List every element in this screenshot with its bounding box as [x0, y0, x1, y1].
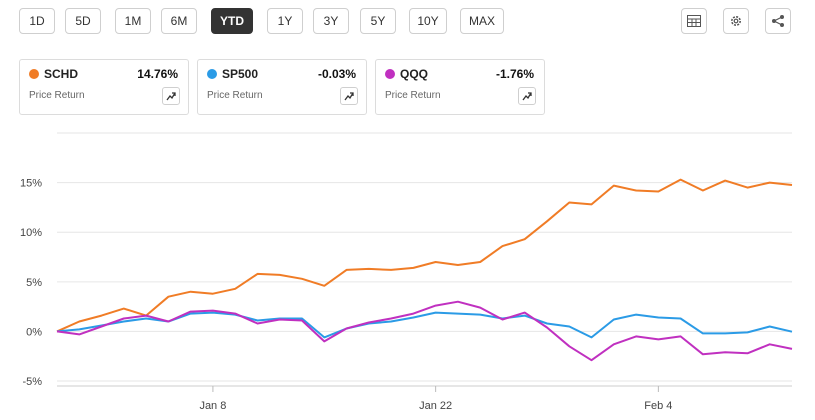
- legend-dot: [207, 69, 217, 79]
- range-button-6m[interactable]: 6M: [161, 8, 197, 34]
- series-line-sp500: [56, 311, 793, 339]
- share-button[interactable]: [765, 8, 791, 34]
- legend-subtitle: Price Return: [385, 90, 441, 101]
- legend-value: -1.76%: [495, 67, 534, 81]
- trend-button[interactable]: [162, 87, 180, 105]
- table-view-button[interactable]: [681, 8, 707, 34]
- y-tick-label: 15%: [20, 178, 42, 190]
- trend-arrow-icon: [166, 92, 176, 101]
- y-tick-label: -5%: [22, 376, 42, 388]
- y-tick-label: 0%: [26, 326, 42, 338]
- series-line-schd: [56, 178, 793, 333]
- legend-value: -0.03%: [317, 67, 356, 81]
- legend-dot: [385, 69, 395, 79]
- trend-button[interactable]: [518, 87, 536, 105]
- legend-ticker: SP500: [222, 67, 259, 81]
- range-button-5y[interactable]: 5Y: [360, 8, 396, 34]
- trend-arrow-icon: [522, 92, 532, 101]
- range-button-ytd[interactable]: YTD: [211, 8, 253, 34]
- legend-value: 14.76%: [137, 67, 178, 81]
- x-tick-label: Jan 22: [419, 400, 452, 412]
- range-button-1y[interactable]: 1Y: [267, 8, 303, 34]
- trend-button[interactable]: [340, 87, 358, 105]
- y-tick-label: 5%: [26, 277, 42, 289]
- trend-arrow-icon: [344, 92, 354, 101]
- legend-dot: [29, 69, 39, 79]
- legend-card-qqq: QQQ -1.76% Price Return: [375, 59, 545, 115]
- series-line-qqq: [56, 300, 793, 362]
- range-button-3y[interactable]: 3Y: [313, 8, 349, 34]
- legend-subtitle: Price Return: [207, 90, 263, 101]
- legend-ticker: QQQ: [400, 67, 429, 81]
- range-button-5d[interactable]: 5D: [65, 8, 101, 34]
- y-tick-label: 10%: [20, 227, 42, 239]
- range-button-max[interactable]: MAX: [460, 8, 504, 34]
- legend-ticker: SCHD: [44, 67, 79, 81]
- legend-card-sp500: SP500 -0.03% Price Return: [197, 59, 367, 115]
- share-icon: [772, 15, 784, 27]
- range-button-10y[interactable]: 10Y: [409, 8, 447, 34]
- settings-button[interactable]: [723, 8, 749, 34]
- legend-card-schd: SCHD 14.76% Price Return: [19, 59, 189, 115]
- legend-subtitle: Price Return: [29, 90, 85, 101]
- table-icon: [687, 15, 701, 27]
- range-button-1d[interactable]: 1D: [19, 8, 55, 34]
- x-tick-label: Feb 4: [644, 400, 672, 412]
- settings-icon: [731, 16, 741, 26]
- x-tick-label: Jan 8: [199, 400, 226, 412]
- range-button-1m[interactable]: 1M: [115, 8, 151, 34]
